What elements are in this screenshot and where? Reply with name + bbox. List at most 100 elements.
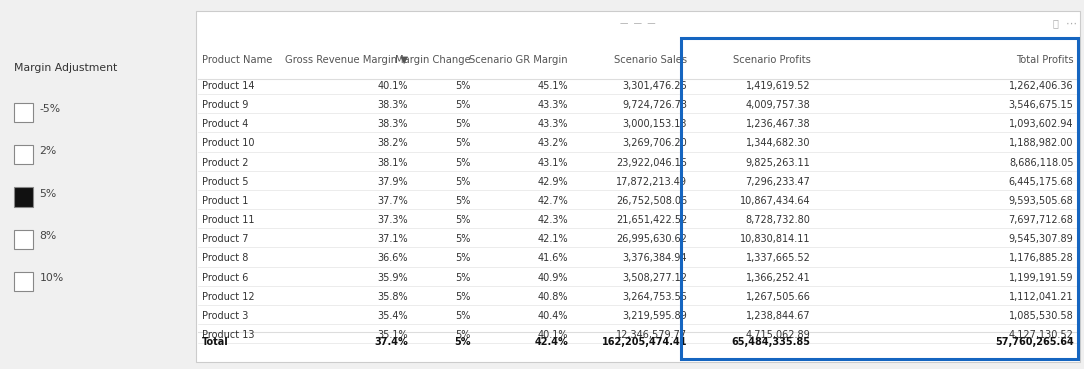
Text: 26,752,508.06: 26,752,508.06 [616, 196, 687, 206]
Text: Product 10: Product 10 [202, 138, 255, 148]
Text: 1,085,530.58: 1,085,530.58 [1009, 311, 1073, 321]
Text: Product 8: Product 8 [202, 254, 248, 263]
Text: -5%: -5% [40, 104, 61, 114]
Text: 5%: 5% [455, 100, 470, 110]
Text: 10,867,434.64: 10,867,434.64 [740, 196, 811, 206]
Text: 57,760,265.64: 57,760,265.64 [995, 337, 1073, 347]
Text: 5%: 5% [455, 119, 470, 129]
Text: 42.1%: 42.1% [538, 234, 568, 244]
Text: 42.7%: 42.7% [538, 196, 568, 206]
Text: 26,995,630.62: 26,995,630.62 [616, 234, 687, 244]
Text: Product 11: Product 11 [202, 215, 255, 225]
Text: 10%: 10% [40, 273, 64, 283]
Text: 42.3%: 42.3% [538, 215, 568, 225]
Text: 1,112,041.21: 1,112,041.21 [1009, 292, 1073, 302]
Text: 3,376,384.94: 3,376,384.94 [622, 254, 687, 263]
Text: 7,296,233.47: 7,296,233.47 [746, 177, 811, 187]
Text: 36.6%: 36.6% [377, 254, 408, 263]
Text: Product 4: Product 4 [202, 119, 248, 129]
Bar [14, 145, 34, 164]
Text: 1,419,619.52: 1,419,619.52 [746, 81, 811, 91]
Text: 3,546,675.15: 3,546,675.15 [1009, 100, 1073, 110]
Text: Product 3: Product 3 [202, 311, 248, 321]
Text: 1,238,844.67: 1,238,844.67 [746, 311, 811, 321]
Text: Scenario Profits: Scenario Profits [733, 55, 811, 65]
Text: 3,000,153.13: 3,000,153.13 [622, 119, 687, 129]
Text: Product 7: Product 7 [202, 234, 248, 244]
Text: 3,269,706.20: 3,269,706.20 [622, 138, 687, 148]
Text: 41.6%: 41.6% [538, 254, 568, 263]
Text: 37.1%: 37.1% [377, 234, 408, 244]
Text: 40.4%: 40.4% [538, 311, 568, 321]
Text: 4,009,757.38: 4,009,757.38 [746, 100, 811, 110]
Text: 5%: 5% [455, 311, 470, 321]
Text: 162,205,474.41: 162,205,474.41 [602, 337, 687, 347]
Text: 5%: 5% [454, 337, 470, 347]
Text: Product 13: Product 13 [202, 330, 255, 340]
Text: Product 9: Product 9 [202, 100, 248, 110]
Text: 40.8%: 40.8% [538, 292, 568, 302]
Text: Product 6: Product 6 [202, 273, 248, 283]
Text: 38.3%: 38.3% [377, 100, 408, 110]
Text: 40.9%: 40.9% [538, 273, 568, 283]
Text: 10,830,814.11: 10,830,814.11 [740, 234, 811, 244]
Text: 1,188,982.00: 1,188,982.00 [1009, 138, 1073, 148]
Text: 7,697,712.68: 7,697,712.68 [1009, 215, 1073, 225]
Text: 65,484,335.85: 65,484,335.85 [732, 337, 811, 347]
Text: 5%: 5% [455, 177, 470, 187]
Text: 37.4%: 37.4% [374, 337, 408, 347]
Text: 5%: 5% [455, 273, 470, 283]
Text: 5%: 5% [455, 158, 470, 168]
Text: 3,219,595.89: 3,219,595.89 [622, 311, 687, 321]
Text: 1,267,505.66: 1,267,505.66 [746, 292, 811, 302]
Text: 1,366,252.41: 1,366,252.41 [746, 273, 811, 283]
Text: Product 2: Product 2 [202, 158, 248, 168]
Text: 38.2%: 38.2% [377, 138, 408, 148]
Bar [14, 187, 34, 207]
Text: Product Name: Product Name [202, 55, 272, 65]
Text: Product 1: Product 1 [202, 196, 248, 206]
Text: 3,264,753.55: 3,264,753.55 [622, 292, 687, 302]
Text: 1,176,885.28: 1,176,885.28 [1009, 254, 1073, 263]
Text: 35.4%: 35.4% [377, 311, 408, 321]
Bar [681, 38, 1077, 359]
Text: 5%: 5% [40, 189, 57, 199]
Text: 8,728,732.80: 8,728,732.80 [746, 215, 811, 225]
Text: 5%: 5% [455, 215, 470, 225]
Text: 3,508,277.12: 3,508,277.12 [622, 273, 687, 283]
Text: 12,346,579.77: 12,346,579.77 [616, 330, 687, 340]
Bar [195, 11, 1080, 362]
Text: 43.1%: 43.1% [538, 158, 568, 168]
Text: Total: Total [202, 337, 229, 347]
Text: Gross Revenue Margin ▼: Gross Revenue Margin ▼ [285, 55, 408, 65]
Text: 43.3%: 43.3% [538, 100, 568, 110]
Text: Margin Change: Margin Change [395, 55, 470, 65]
Text: Product 14: Product 14 [202, 81, 255, 91]
Text: 2%: 2% [40, 146, 57, 156]
Text: 9,825,263.11: 9,825,263.11 [746, 158, 811, 168]
Text: 35.9%: 35.9% [377, 273, 408, 283]
Text: Total Profits: Total Profits [1016, 55, 1073, 65]
Text: 42.9%: 42.9% [538, 177, 568, 187]
Text: 21,651,422.52: 21,651,422.52 [616, 215, 687, 225]
Text: 45.1%: 45.1% [538, 81, 568, 91]
Text: 1,262,406.36: 1,262,406.36 [1009, 81, 1073, 91]
Text: Product 12: Product 12 [202, 292, 255, 302]
Text: 4,715,062.89: 4,715,062.89 [746, 330, 811, 340]
Text: 17,872,213.49: 17,872,213.49 [616, 177, 687, 187]
Text: 23,922,046.15: 23,922,046.15 [616, 158, 687, 168]
Text: 6,445,175.68: 6,445,175.68 [1009, 177, 1073, 187]
Text: ⋯: ⋯ [1066, 18, 1077, 28]
Text: 1,199,191.59: 1,199,191.59 [1009, 273, 1073, 283]
Text: 5%: 5% [455, 234, 470, 244]
Text: 5%: 5% [455, 254, 470, 263]
Text: Scenario Sales: Scenario Sales [614, 55, 687, 65]
Text: 38.3%: 38.3% [377, 119, 408, 129]
Text: 5%: 5% [455, 196, 470, 206]
Text: 8,686,118.05: 8,686,118.05 [1009, 158, 1073, 168]
Text: Margin Adjustment: Margin Adjustment [14, 63, 117, 73]
Text: 9,724,726.73: 9,724,726.73 [622, 100, 687, 110]
Bar [14, 230, 34, 249]
Text: 1,093,602.94: 1,093,602.94 [1009, 119, 1073, 129]
Text: 4,127,130.52: 4,127,130.52 [1009, 330, 1073, 340]
